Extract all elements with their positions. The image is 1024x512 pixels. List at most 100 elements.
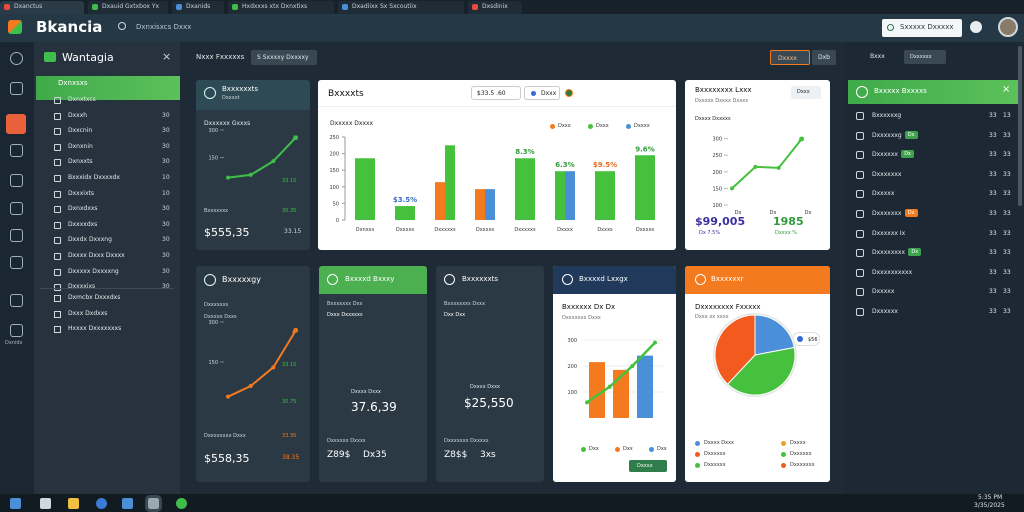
sidebar-item[interactable]: Hxxxx Dxxxxxxxs [44, 323, 174, 337]
rail-icon[interactable] [10, 202, 23, 215]
rail-icon[interactable] [10, 82, 23, 95]
filter-button[interactable]: S Sxxxxy Dxxxxy [251, 50, 317, 65]
panel-item[interactable]: Bxxxxxxg 33 13 [852, 110, 1012, 124]
sidebar-close[interactable]: × [162, 50, 172, 63]
sidebar-item[interactable]: Dxxxxdxs 30 [44, 219, 174, 233]
legend-label: Dxxx [558, 123, 571, 129]
item-value: 33 [1003, 249, 1011, 257]
item-label: Dxxcnin [68, 127, 93, 135]
sidebar-item[interactable]: Dxmcbx Dxxxdxs [44, 292, 174, 306]
rail-icon[interactable] [10, 144, 23, 157]
item-value: 33 [1003, 190, 1011, 198]
taskbar-icon[interactable] [68, 498, 79, 509]
item-icon [54, 112, 61, 120]
rail-icon[interactable] [10, 229, 23, 242]
item-icon [856, 131, 864, 140]
sidebar-item[interactable]: Dxnxdxxs 30 [44, 203, 174, 217]
tab[interactable]: Dxsdinix [468, 1, 522, 14]
big-number: $558,35 [204, 452, 250, 465]
sidebar-item[interactable]: Dxnxtxcs [44, 94, 174, 108]
item-label: Hxxxx Dxxxxxxxs [68, 325, 122, 332]
y-tick-label: 200 [329, 152, 339, 158]
card-header [553, 266, 676, 294]
taskbar-icon[interactable] [96, 498, 107, 509]
rail-icon[interactable] [10, 324, 23, 337]
panel-item[interactable]: Dxxxxxxxxxx 33 33 [852, 267, 1012, 281]
sidebar-item[interactable]: Dxxxxx Dxxxxng 30 [44, 266, 174, 280]
sidebar-item[interactable]: Dxxxxixs 30 [44, 281, 174, 295]
card: Bxxxxts $33.5 .60 Dxxx Dxxxxx Dxxxx Dxxx Dxxx… [318, 80, 676, 250]
chip-dot [797, 336, 803, 342]
tab[interactable]: Dxanids [172, 1, 224, 14]
panel-item[interactable]: Dxxxxx 33 33 [852, 188, 1012, 202]
tab[interactable]: Hxdxxxs xtx Dxnxtixs [228, 1, 334, 14]
tab[interactable]: Dxauid Gxtxbox Yx [88, 1, 168, 14]
rail-icon[interactable] [10, 294, 23, 307]
card-header [685, 266, 830, 294]
card-title: Bxxxxxgy [222, 275, 261, 284]
sidebar-item[interactable]: Dxnxnin 30 [44, 141, 174, 155]
item-label: Dxxxxdxs [68, 220, 98, 228]
sidebar-item[interactable]: Dxxxx Dxxx Dxxxx 30 [44, 250, 174, 264]
taskbar-icon[interactable] [10, 498, 21, 509]
header-close[interactable]: × [1002, 84, 1011, 95]
legend-swatch [615, 447, 620, 452]
panel-item[interactable]: Dxxxxxx Dx 33 33 [852, 149, 1012, 163]
rail-icon[interactable] [10, 174, 23, 187]
rail-icon[interactable] [10, 52, 23, 65]
item-value: 33 [989, 190, 997, 198]
card-subtitle: Dxxxxxxx Dxxx [562, 315, 601, 321]
point [653, 340, 657, 345]
panel-button[interactable]: Dxxxxxx [904, 50, 946, 64]
sidebar-sep [40, 288, 174, 289]
item-value: 33 [989, 131, 997, 139]
point [271, 365, 276, 370]
legend-swatch [781, 463, 786, 468]
card-button[interactable]: Dxxx [791, 86, 821, 99]
sidebar-item[interactable]: Dxxxixts 10 [44, 188, 174, 202]
sidebar-item[interactable]: Dxnxxts 30 [44, 156, 174, 170]
panel-item[interactable]: Dxxxxxx 33 33 [852, 306, 1012, 320]
item-icon [54, 310, 61, 318]
legend-label: Dxx [657, 446, 667, 452]
bar [475, 189, 485, 220]
item-icon [856, 210, 864, 218]
rail-icon[interactable] [6, 114, 26, 134]
sidebar-item[interactable]: Dxxcnin 30 [44, 125, 174, 139]
sidebar-item[interactable]: Dxxdx Dxxxng 30 [44, 234, 174, 248]
x-tick-label: Dxxxxs [396, 227, 415, 233]
taskbar-icon[interactable] [122, 498, 133, 509]
panel-item[interactable]: Dxxxxxxg Dx 33 33 [852, 130, 1012, 144]
item-icon [54, 159, 61, 167]
panel-header: Bxxxxx Bxxxxs × [848, 80, 1018, 104]
legend-label: Dxx [623, 446, 633, 452]
sidebar-item[interactable]: Dxxxh 30 [44, 110, 174, 124]
sidebar-active[interactable]: Dxnxsxs [36, 76, 180, 100]
search-icon[interactable] [118, 22, 126, 30]
sidebar-item[interactable]: Dxxx Dxdxxs [44, 308, 174, 322]
taskbar-icon[interactable] [176, 498, 187, 509]
rail-icon[interactable] [10, 256, 23, 269]
panel-item[interactable]: Dxxxxxxx 33 33 [852, 169, 1012, 183]
search-box[interactable]: Sxxxxx Dxxxxx [882, 19, 962, 37]
tab[interactable]: Dxanctus [0, 1, 84, 14]
panel-item[interactable]: Dxxxxxx Ix 33 33 [852, 228, 1012, 242]
chip[interactable]: Dxxx [524, 86, 560, 100]
chip[interactable]: $33.5 .60 [471, 86, 521, 100]
sidebar-item[interactable]: Bxxxidx Dxxxxdx 10 [44, 172, 174, 186]
export-button[interactable]: Dxxxx [770, 50, 810, 65]
more-button[interactable]: Dxb [812, 50, 836, 65]
panel-item[interactable]: Dxxxxxxx Dx 33 33 [852, 208, 1012, 222]
panel-item[interactable]: Dxxxxxxxx Dx 33 33 [852, 247, 1012, 261]
tab-icon [4, 4, 10, 10]
panel-item[interactable]: Dxxxxx 33 33 [852, 286, 1012, 300]
legend-label: Dxxxxxx [704, 451, 726, 457]
point [607, 384, 612, 389]
header-title: Bxxxxx Bxxxxs [874, 87, 927, 95]
panel-tab[interactable]: Bxxx [870, 53, 885, 60]
taskbar-icon[interactable] [40, 498, 51, 509]
tab[interactable]: Dxadiixx Sx Sxcoutiix [338, 1, 464, 14]
item-icon [54, 221, 61, 229]
card-button[interactable]: Dxxxx [629, 460, 667, 472]
taskbar-icon[interactable] [145, 495, 162, 512]
